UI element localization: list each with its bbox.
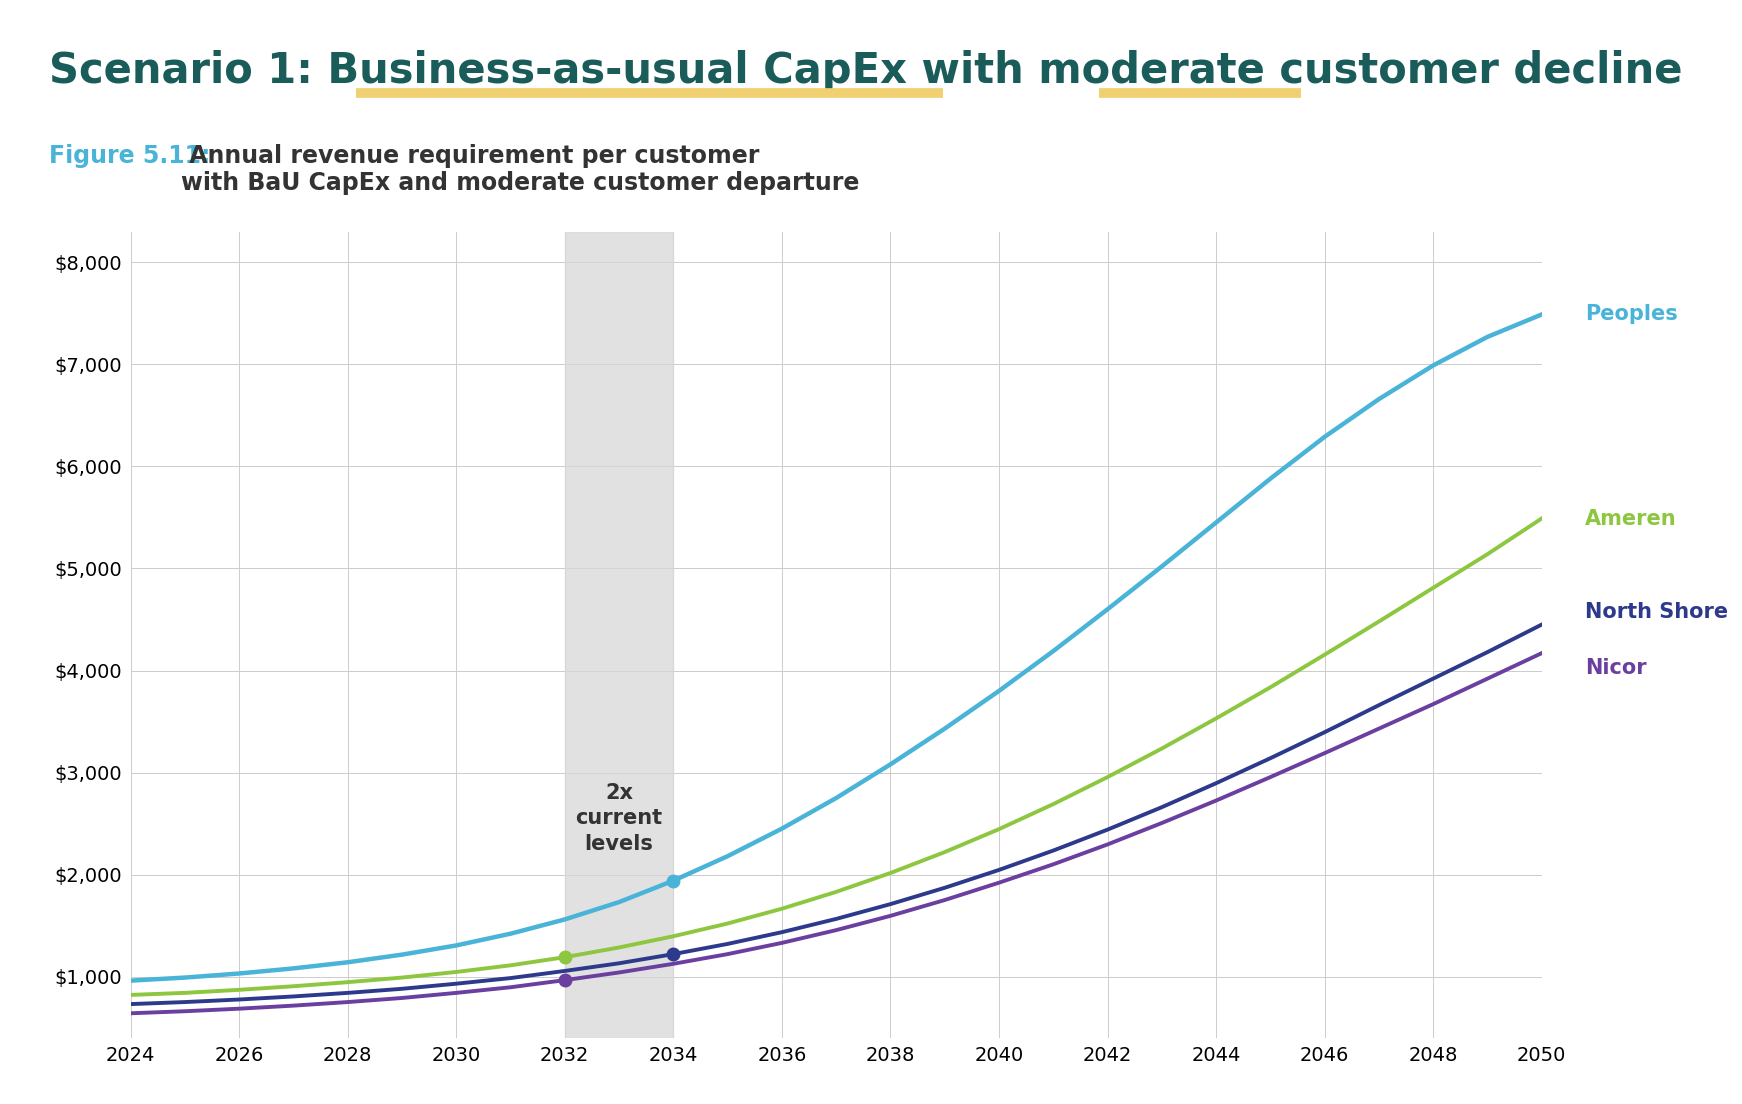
Text: Ameren: Ameren <box>1585 509 1678 529</box>
Bar <box>564 232 674 1038</box>
Text: Figure 5.11:: Figure 5.11: <box>49 144 211 168</box>
Text: Scenario 1: Business-as-usual CapEx with moderate customer decline: Scenario 1: Business-as-usual CapEx with… <box>49 50 1683 92</box>
Text: North Shore: North Shore <box>1585 603 1728 623</box>
Text: Nicor: Nicor <box>1585 658 1646 679</box>
Text: 2x
current
levels: 2x current levels <box>575 783 662 853</box>
Text: Peoples: Peoples <box>1585 305 1678 325</box>
Text: Annual revenue requirement per customer
with BaU CapEx and moderate customer dep: Annual revenue requirement per customer … <box>181 144 859 195</box>
